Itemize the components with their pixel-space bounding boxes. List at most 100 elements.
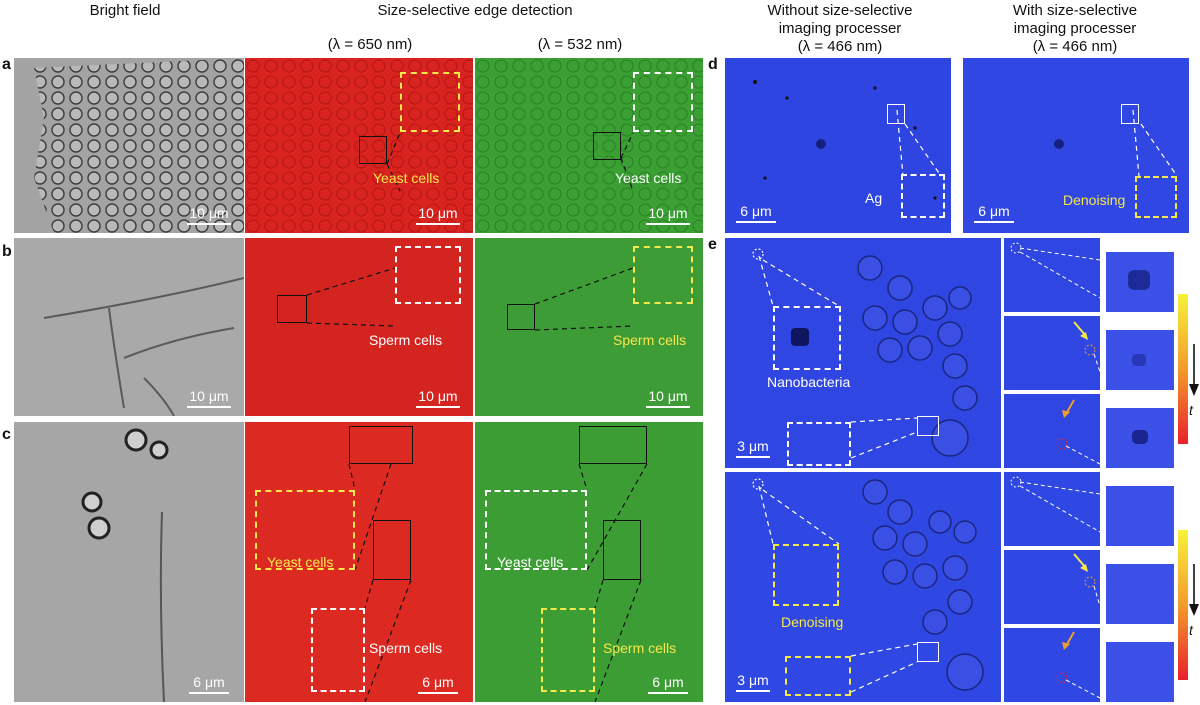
scale-label: 10 μm bbox=[648, 205, 688, 221]
roi-box bbox=[579, 426, 647, 464]
panel-e-main-bottom: Denoising 3 μm bbox=[725, 472, 1001, 702]
label-sperm-cells: Sperm cells bbox=[613, 332, 687, 348]
roi-box bbox=[507, 304, 535, 330]
header-without-line2: imaging processer bbox=[778, 20, 902, 37]
e-frame-2-top bbox=[1004, 316, 1100, 390]
e-zoom-2-top bbox=[1106, 330, 1174, 390]
e-frame-1-bottom bbox=[1004, 472, 1100, 546]
label-yeast-cells: Yeast cells bbox=[267, 554, 334, 570]
time-colorbar-top bbox=[1178, 294, 1188, 444]
scale-bar-c2: 6 μm bbox=[413, 674, 463, 694]
roi-box bbox=[603, 520, 641, 580]
roi-box bbox=[359, 136, 387, 164]
label-t-bottom: t bbox=[1189, 622, 1193, 638]
scale-bar-a2: 10 μm bbox=[413, 205, 463, 225]
scale-bar-a3: 10 μm bbox=[643, 205, 693, 225]
scale-bar-e1: 3 μm bbox=[733, 438, 773, 458]
e-frame-3-top bbox=[1004, 394, 1100, 468]
scale-label: 6 μm bbox=[422, 674, 454, 690]
header-lambda-650: (λ = 650 nm) bbox=[327, 36, 413, 53]
scale-label: 6 μm bbox=[740, 203, 772, 219]
panel-a-bright-field: 10 μm bbox=[14, 58, 244, 233]
roi-box bbox=[349, 426, 413, 464]
panel-b-green: Sperm cells 10 μm bbox=[475, 238, 703, 416]
yeast-blue-texture-denoised bbox=[752, 478, 984, 693]
roi-box bbox=[917, 416, 939, 436]
e-frame-1-top bbox=[1004, 238, 1100, 312]
zoom-inset bbox=[633, 72, 693, 132]
label-denoising: Denoising bbox=[1063, 192, 1126, 208]
down-arrow-icon bbox=[1189, 344, 1199, 396]
label-denoising: Denoising bbox=[781, 614, 844, 630]
header-without-processer: Without size-selective imaging processer… bbox=[740, 2, 940, 56]
panel-d-with: Denoising 6 μm bbox=[963, 58, 1189, 233]
label-sperm-cells: Sperm cells bbox=[369, 332, 443, 348]
panel-e-main-top: Nanobacteria 3 μm bbox=[725, 238, 1001, 468]
scale-label: 10 μm bbox=[418, 205, 458, 221]
panel-a-green: Yeast cells 10 μm bbox=[475, 58, 703, 233]
cells-texture-green bbox=[578, 463, 648, 702]
scale-label: 3 μm bbox=[737, 672, 769, 688]
panel-letter-e: e bbox=[708, 236, 717, 253]
zoom-inset bbox=[255, 490, 355, 570]
label-t-top: t bbox=[1189, 402, 1193, 418]
yeast-blue-texture bbox=[752, 248, 978, 459]
cells-texture-bright bbox=[81, 428, 169, 702]
header-with-line1: With size-selective bbox=[1012, 2, 1138, 19]
particles-texture-clean bbox=[1054, 109, 1178, 177]
panel-d-without: Ag 6 μm bbox=[725, 58, 951, 233]
panel-letter-d: d bbox=[708, 56, 718, 73]
zoom-inset bbox=[400, 72, 460, 132]
zoom-inset bbox=[787, 422, 851, 466]
scale-label: 6 μm bbox=[193, 674, 225, 690]
yeast-texture-bright bbox=[34, 58, 244, 233]
panel-c-green: Yeast cells Sperm cells 6 μm bbox=[475, 422, 703, 702]
scale-bar-d1: 6 μm bbox=[733, 203, 779, 223]
header-lambda-532: (λ = 532 nm) bbox=[537, 36, 623, 53]
zoom-inset bbox=[485, 490, 587, 570]
scale-bar-b1: 10 μm bbox=[184, 388, 234, 408]
zoom-inset bbox=[773, 544, 839, 606]
zoom-inset bbox=[901, 174, 945, 218]
scale-label: 10 μm bbox=[189, 388, 229, 404]
roi-box bbox=[917, 642, 939, 662]
panel-a-red: Yeast cells 10 μm bbox=[245, 58, 473, 233]
down-arrow-icon bbox=[1189, 564, 1199, 616]
panel-c-bright-field: 6 μm bbox=[14, 422, 244, 702]
label-sperm-cells: Sperm cells bbox=[603, 640, 677, 656]
scale-label: 10 μm bbox=[189, 205, 229, 221]
header-with-processer: With size-selective imaging processer (λ… bbox=[975, 2, 1175, 56]
sperm-texture-green bbox=[534, 267, 634, 331]
particles-texture bbox=[753, 80, 942, 200]
scale-label: 3 μm bbox=[737, 438, 769, 454]
roi-box bbox=[1121, 104, 1139, 124]
panel-b-red: Sperm cells 10 μm bbox=[245, 238, 473, 416]
zoom-inset bbox=[1135, 176, 1177, 218]
header-with-line2: imaging processer bbox=[1013, 20, 1137, 37]
scale-label: 6 μm bbox=[652, 674, 684, 690]
zoom-inset bbox=[541, 608, 595, 692]
scale-bar-d2: 6 μm bbox=[971, 203, 1017, 223]
scale-label: 6 μm bbox=[978, 203, 1010, 219]
roi-box bbox=[887, 104, 905, 124]
panel-c-red: Yeast cells Sperm cells 6 μm bbox=[245, 422, 473, 702]
label-nanobacteria: Nanobacteria bbox=[767, 374, 851, 390]
panel-b-bright-field: 10 μm bbox=[14, 238, 244, 416]
e-zoom-3-bottom bbox=[1106, 642, 1174, 702]
e-zoom-3-top bbox=[1106, 408, 1174, 468]
label-yeast-cells: Yeast cells bbox=[373, 170, 440, 186]
scale-bar-a1: 10 μm bbox=[184, 205, 234, 225]
scale-label: 10 μm bbox=[418, 388, 458, 404]
panel-letter-c: c bbox=[2, 426, 11, 443]
zoom-inset bbox=[395, 246, 461, 304]
panel-letter-a: a bbox=[2, 56, 11, 73]
roi-box bbox=[593, 132, 621, 160]
sperm-texture-bright bbox=[43, 277, 244, 416]
scale-bar-b3: 10 μm bbox=[643, 388, 693, 408]
zoom-inset bbox=[773, 306, 841, 370]
header-without-line1: Without size-selective bbox=[767, 2, 913, 19]
zoom-inset bbox=[311, 608, 365, 692]
header-with-line3: (λ = 466 nm) bbox=[1032, 38, 1118, 55]
header-without-line3: (λ = 466 nm) bbox=[797, 38, 883, 55]
e-frame-2-bottom bbox=[1004, 550, 1100, 624]
